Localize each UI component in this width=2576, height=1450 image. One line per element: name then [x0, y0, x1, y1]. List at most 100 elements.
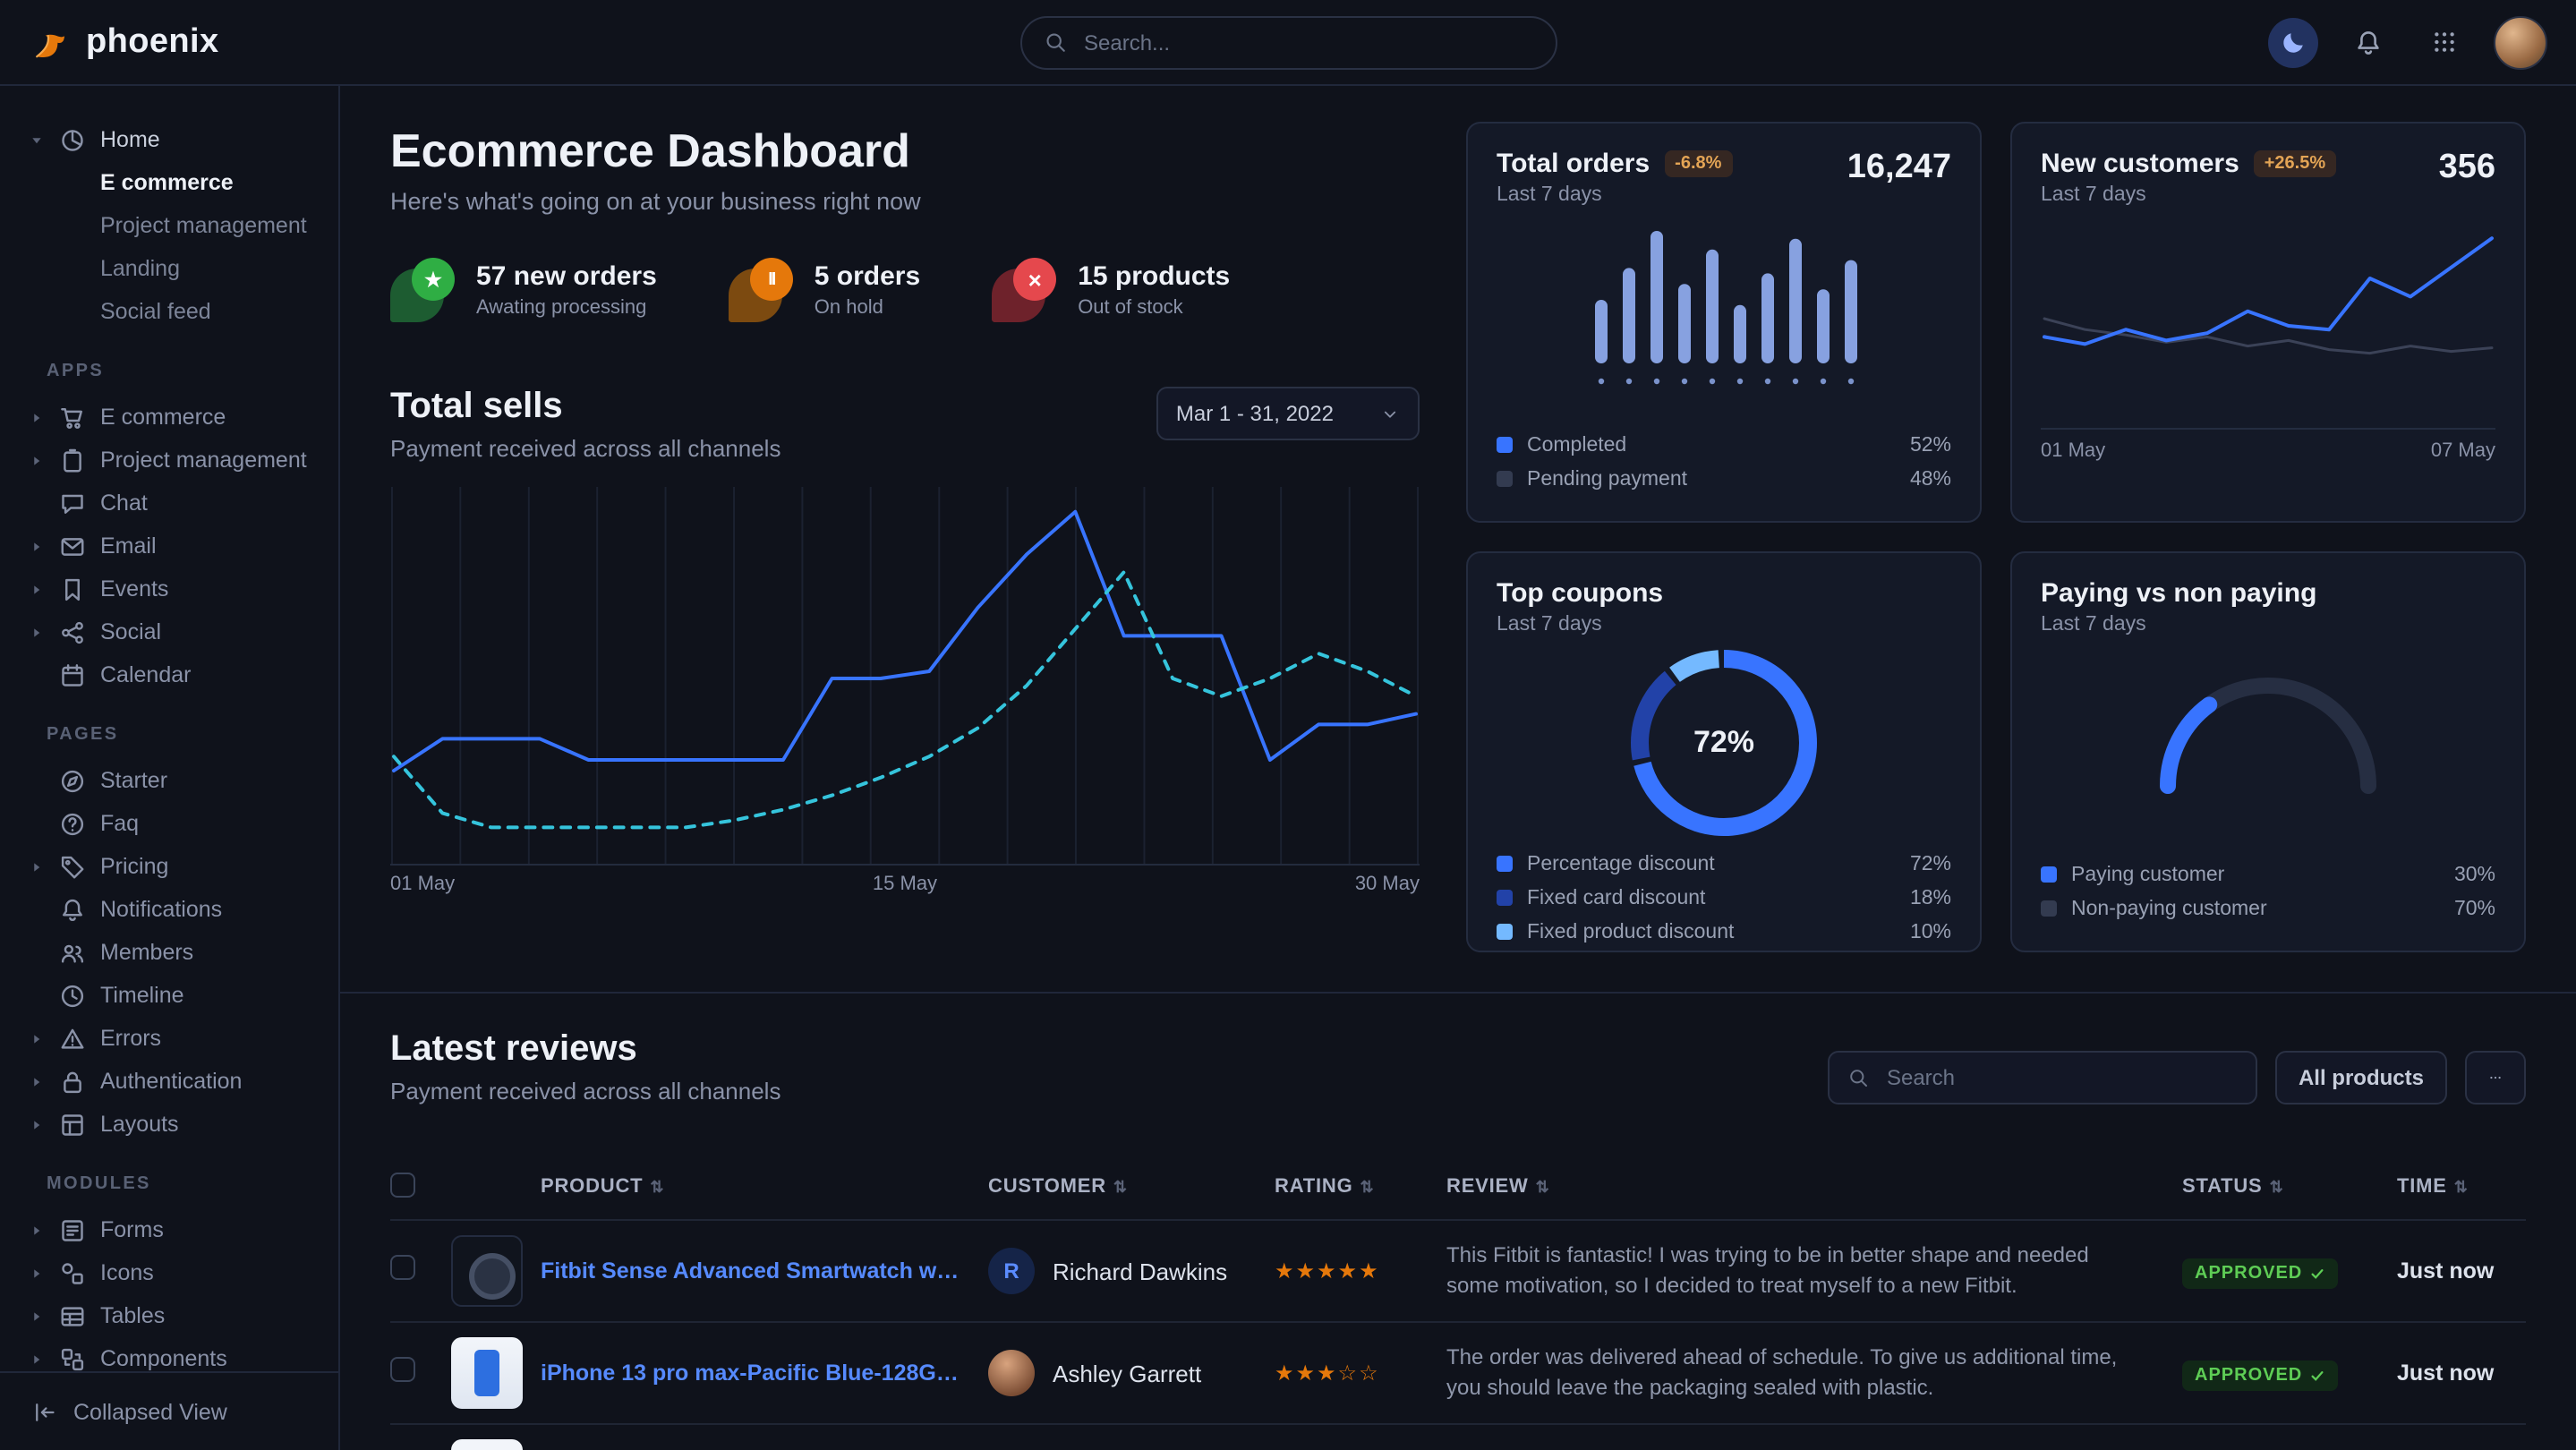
- shapes-icon: [59, 1259, 86, 1286]
- compass-icon: [59, 767, 86, 794]
- column-header-customer[interactable]: CUSTOMER⇅: [988, 1176, 1275, 1198]
- sidebar-item-label: Social: [100, 619, 161, 644]
- orders-legend-item: Pending payment48%: [1497, 462, 1951, 496]
- row-checkbox[interactable]: [390, 1356, 415, 1381]
- x-label: 01 May: [2041, 440, 2105, 462]
- legend-value: 70%: [2454, 898, 2495, 919]
- product-link[interactable]: iPhone 13 pro max-Pacific Blue-128GB sto…: [541, 1360, 988, 1386]
- sidebar-item-timeline[interactable]: Timeline: [0, 974, 338, 1017]
- sidebar-subitem-project-management[interactable]: Project management: [0, 204, 338, 247]
- total-sells-chart: [390, 487, 1420, 866]
- sidebar-item-components[interactable]: Components: [0, 1337, 338, 1371]
- total-orders-bar-chart: [1590, 217, 1858, 388]
- column-header-time[interactable]: TIME⇅: [2397, 1176, 2526, 1198]
- sort-icon: ⇅: [2454, 1177, 2469, 1197]
- column-header-status[interactable]: STATUS⇅: [2182, 1176, 2397, 1198]
- orders-legend-item: Completed52%: [1497, 428, 1951, 462]
- x-label: 30 May: [1355, 874, 1420, 895]
- stat-text: 5 ordersOn hold: [815, 261, 920, 319]
- sidebar-item-members[interactable]: Members: [0, 931, 338, 974]
- sidebar-item-label: Chat: [100, 490, 148, 516]
- column-header-rating[interactable]: RATING⇅: [1275, 1176, 1446, 1198]
- notifications-button[interactable]: [2343, 17, 2393, 67]
- warning-icon: [59, 1025, 86, 1052]
- apps-menu-button[interactable]: [2418, 17, 2469, 67]
- collapse-icon: [32, 1399, 57, 1424]
- sidebar-item-pricing[interactable]: Pricing: [0, 845, 338, 888]
- search-input[interactable]: [1080, 28, 1533, 56]
- sidebar-item-chat[interactable]: Chat: [0, 482, 338, 525]
- sidebar-item-starter[interactable]: Starter: [0, 759, 338, 802]
- coupons-legend-item: Percentage discount72%: [1497, 847, 1951, 881]
- cell-customer: Ashley Garrett: [988, 1350, 1275, 1396]
- more-options-button[interactable]: [2465, 1051, 2526, 1105]
- user-avatar[interactable]: [2494, 15, 2547, 69]
- column-header-review[interactable]: REVIEW⇅: [1446, 1176, 2182, 1198]
- sidebar-item-notifications[interactable]: Notifications: [0, 888, 338, 931]
- caret-right-icon: [27, 1071, 47, 1091]
- caret-right-icon: [27, 1306, 47, 1326]
- sidebar-item-label: Notifications: [100, 897, 222, 922]
- sidebar-item-label: Components: [100, 1346, 227, 1371]
- date-range-select[interactable]: Mar 1 - 31, 2022: [1156, 387, 1420, 440]
- sidebar-item-layouts[interactable]: Layouts: [0, 1103, 338, 1146]
- reviews-search-input[interactable]: [1883, 1063, 2238, 1092]
- cell-rating: ★★★★★: [1275, 1255, 1446, 1287]
- sidebar-item-events[interactable]: Events: [0, 567, 338, 610]
- product-link[interactable]: Fitbit Sense Advanced Smartwatch with To…: [541, 1258, 988, 1284]
- legend-value: 30%: [2454, 864, 2495, 885]
- legend-value: 10%: [1910, 921, 1951, 942]
- x-label: 01 May: [390, 874, 455, 895]
- sidebar-item-e-commerce[interactable]: E commerce: [0, 396, 338, 439]
- sidebar-subitem-social-feed[interactable]: Social feed: [0, 290, 338, 333]
- sidebar-item-label: Authentication: [100, 1069, 242, 1094]
- sidebar-item-email[interactable]: Email: [0, 525, 338, 567]
- envelope-icon: [59, 533, 86, 559]
- sidebar-item-label: Layouts: [100, 1112, 179, 1137]
- stat-caption: Out of stock: [1078, 297, 1230, 319]
- sidebar-item-home[interactable]: Home: [0, 118, 338, 161]
- sidebar-item-faq[interactable]: Faq: [0, 802, 338, 845]
- sort-icon: ⇅: [1536, 1177, 1550, 1197]
- status-badge: APPROVED: [2182, 1360, 2338, 1390]
- collapse-view-button[interactable]: Collapsed View: [0, 1371, 338, 1450]
- sidebar-item-label: E commerce: [100, 405, 226, 430]
- sidebar-item-label: Icons: [100, 1260, 154, 1285]
- sidebar-item-label: Events: [100, 576, 168, 601]
- question-icon: [59, 810, 86, 837]
- sidebar-item-label: Starter: [100, 768, 167, 793]
- trend-badge: -6.8%: [1664, 150, 1732, 177]
- select-all-checkbox[interactable]: [390, 1172, 415, 1197]
- total-sells-subtitle: Payment received across all channels: [390, 435, 780, 462]
- new-customers-card: New customers +26.5% Last 7 days 356 01 …: [2010, 122, 2526, 523]
- column-header-product[interactable]: PRODUCT⇅: [541, 1176, 988, 1198]
- brand[interactable]: phoenix: [29, 21, 219, 64]
- lock-icon: [59, 1068, 86, 1095]
- total-sells-header: Total sells Payment received across all …: [390, 387, 1420, 462]
- dark-mode-toggle[interactable]: [2268, 17, 2318, 67]
- sidebar-item-social[interactable]: Social: [0, 610, 338, 653]
- sidebar-subitem-e-commerce[interactable]: E commerce: [0, 161, 338, 204]
- sidebar-item-calendar[interactable]: Calendar: [0, 653, 338, 696]
- sidebar-subitem-landing[interactable]: Landing: [0, 247, 338, 290]
- table-header: PRODUCT⇅ CUSTOMER⇅ RATING⇅ REVIEW⇅ STATU…: [390, 1155, 2526, 1219]
- cell-status: APPROVED: [2182, 1356, 2397, 1390]
- all-products-button[interactable]: All products: [2275, 1051, 2447, 1105]
- caret-right-icon: [27, 857, 47, 876]
- chevron-down-icon: [1380, 404, 1400, 423]
- sidebar-item-icons[interactable]: Icons: [0, 1251, 338, 1294]
- row-checkbox[interactable]: [390, 1254, 415, 1279]
- sidebar-item-errors[interactable]: Errors: [0, 1017, 338, 1060]
- sidebar-item-label: Tables: [100, 1303, 165, 1328]
- product-image: [451, 1337, 523, 1409]
- stat-item: II5 ordersOn hold: [729, 258, 920, 322]
- cell-review: This Fitbit is fantastic! I was trying t…: [1446, 1240, 2182, 1302]
- sort-icon: ⇅: [650, 1177, 664, 1197]
- review-time: Just now: [2397, 1258, 2494, 1284]
- sidebar-item-forms[interactable]: Forms: [0, 1208, 338, 1251]
- calendar-icon: [59, 661, 86, 688]
- sidebar-item-tables[interactable]: Tables: [0, 1294, 338, 1337]
- sidebar-item-authentication[interactable]: Authentication: [0, 1060, 338, 1103]
- table-row: [390, 1423, 2526, 1450]
- sidebar-item-project-management[interactable]: Project management: [0, 439, 338, 482]
